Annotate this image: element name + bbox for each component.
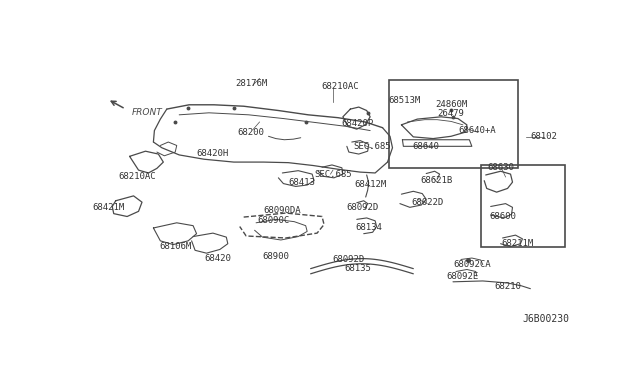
Text: 68640: 68640 [413, 142, 440, 151]
Text: 68420H: 68420H [197, 149, 229, 158]
Text: 68092CA: 68092CA [453, 260, 491, 269]
Bar [481, 165, 565, 247]
Text: 68090DA: 68090DA [264, 206, 301, 215]
Text: 26479: 26479 [438, 109, 465, 118]
Text: 24860M: 24860M [435, 100, 467, 109]
Text: J6B00230: J6B00230 [523, 314, 570, 324]
Text: 68106M: 68106M [159, 242, 191, 251]
Text: 68210: 68210 [494, 282, 521, 291]
Text: 68092D: 68092D [333, 255, 365, 264]
Text: 68102: 68102 [531, 132, 557, 141]
Text: 68135: 68135 [344, 264, 371, 273]
Text: 68134: 68134 [355, 224, 382, 232]
Text: 68092D: 68092D [347, 203, 379, 212]
Text: 68210AC: 68210AC [118, 172, 156, 181]
Text: FRONT: FRONT [132, 108, 163, 117]
Text: 68630: 68630 [487, 163, 514, 172]
Text: 68092E: 68092E [447, 272, 479, 280]
Text: 68210AC: 68210AC [321, 82, 359, 91]
Text: 68413: 68413 [289, 178, 316, 187]
Text: 68900: 68900 [262, 252, 289, 261]
Text: 68022D: 68022D [411, 198, 444, 207]
Text: 68420P: 68420P [342, 119, 374, 128]
Text: 28176M: 28176M [235, 79, 268, 88]
Text: 68513M: 68513M [388, 96, 421, 105]
Text: 68412M: 68412M [354, 180, 387, 189]
Text: SEC.685: SEC.685 [354, 142, 392, 151]
Text: 68090C: 68090C [257, 216, 289, 225]
Text: 68600: 68600 [489, 212, 516, 221]
Text: SEC.685: SEC.685 [314, 170, 352, 179]
Text: 68621B: 68621B [420, 176, 452, 185]
Text: 68420: 68420 [204, 254, 231, 263]
Text: 68211M: 68211M [502, 239, 534, 248]
Text: 68200: 68200 [237, 128, 264, 137]
Text: 68640+A: 68640+A [458, 126, 495, 135]
Text: 68421M: 68421M [93, 203, 125, 212]
Bar [388, 80, 518, 169]
